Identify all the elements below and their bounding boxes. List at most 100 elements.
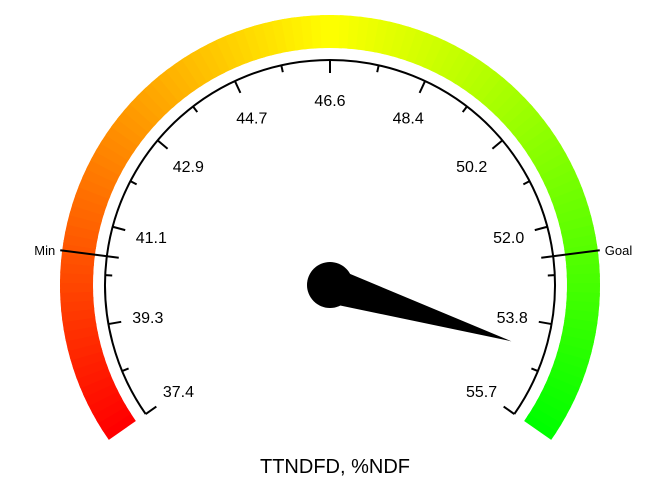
band-segment (224, 31, 249, 67)
band-segment (414, 32, 439, 69)
band-segment (189, 47, 218, 83)
needle (307, 262, 512, 342)
band-segment (82, 165, 118, 192)
band-segment (516, 119, 552, 150)
marker-line (541, 249, 600, 259)
band-segment (474, 70, 506, 105)
band-segment (129, 94, 163, 127)
major-tick (538, 320, 552, 326)
tick-label: 39.3 (132, 310, 163, 327)
tick-label: 53.8 (497, 310, 528, 327)
band-segment (150, 74, 182, 108)
marker-label: Goal (605, 243, 633, 258)
marker-label: Min (34, 243, 55, 258)
band-segment (165, 62, 196, 97)
band-segment (181, 52, 211, 87)
band-segment (544, 375, 580, 401)
tick-label: 50.2 (456, 159, 487, 176)
tick-labels: 37.4 39.3 41.1 42.9 44.7 46.6 48.4 50.2 52.0 53.8… (132, 93, 528, 401)
major-tick (418, 80, 426, 94)
band-segment (123, 101, 157, 133)
band-segment (233, 28, 258, 64)
band-segment (422, 36, 448, 72)
markers: Min Goal (34, 243, 633, 259)
minor-tick (192, 105, 199, 113)
band-segment (100, 131, 135, 161)
band-segment (544, 169, 580, 195)
band-segment (536, 151, 572, 179)
band-segment (467, 64, 498, 100)
band-segment (74, 183, 111, 208)
band-segment (406, 29, 430, 65)
band-segment (430, 40, 457, 76)
minor-tick (376, 65, 380, 73)
tick-label: 42.9 (173, 159, 204, 176)
band-segment (198, 42, 226, 79)
minor-tick (129, 180, 138, 186)
band-segment (445, 49, 474, 85)
major-tick (108, 320, 122, 326)
band-segment (252, 22, 274, 58)
major-tick (156, 139, 169, 150)
band-segment (78, 174, 114, 200)
major-tick (145, 405, 157, 415)
band-segment (487, 83, 520, 117)
band-segment (72, 356, 108, 380)
band-segment (460, 59, 490, 94)
band-segment (527, 134, 562, 164)
minor-tick (522, 180, 531, 186)
band-segment (550, 359, 587, 383)
needle-pointer (324, 267, 512, 342)
band-segment (207, 38, 233, 74)
tick-label: 41.1 (136, 230, 167, 247)
band-segment (69, 348, 106, 370)
band-segment (75, 364, 112, 389)
minor-tick (531, 367, 539, 373)
band-segment (173, 57, 203, 92)
band-segment (493, 89, 527, 123)
band-segment (511, 111, 546, 143)
band-segment (86, 156, 122, 184)
band-segment (500, 96, 533, 129)
band-segment (547, 367, 584, 392)
band-segment (82, 380, 119, 407)
band-segment (550, 187, 587, 211)
band-segment (116, 108, 151, 140)
band-segment (452, 54, 482, 89)
band-segment (91, 395, 127, 424)
band-segment (437, 44, 465, 80)
band-segment (79, 372, 115, 398)
needle-hub (307, 262, 353, 308)
band-segment (481, 76, 513, 111)
major-tick (534, 225, 548, 232)
band-segment (531, 398, 567, 427)
major-tick (503, 405, 515, 415)
band-segment (215, 34, 241, 71)
band-segment (556, 205, 592, 227)
band-segment (136, 87, 169, 120)
band-segment (90, 148, 126, 176)
tick-label: 48.4 (393, 110, 424, 127)
major-tick (112, 225, 126, 232)
band-segment (540, 160, 576, 187)
tick-label: 46.6 (314, 93, 345, 110)
band-segment (527, 406, 562, 436)
tick-marks (105, 60, 555, 415)
band-segment (67, 339, 103, 361)
band-segment (105, 123, 140, 154)
band-segment (531, 143, 567, 172)
band-segment (143, 80, 176, 114)
band-segment (553, 196, 590, 219)
band-segment (101, 410, 136, 440)
tick-label: 44.7 (236, 110, 267, 127)
tick-label: 52.0 (493, 230, 524, 247)
minor-tick (280, 65, 284, 73)
tick-label: 37.4 (163, 384, 194, 401)
band-segment (157, 68, 189, 103)
band-segment (111, 116, 146, 147)
color-band (60, 15, 600, 440)
chart-title: TTNDFD, %NDF (260, 456, 410, 478)
tick-label: 55.7 (466, 384, 497, 401)
minor-tick (121, 367, 129, 373)
